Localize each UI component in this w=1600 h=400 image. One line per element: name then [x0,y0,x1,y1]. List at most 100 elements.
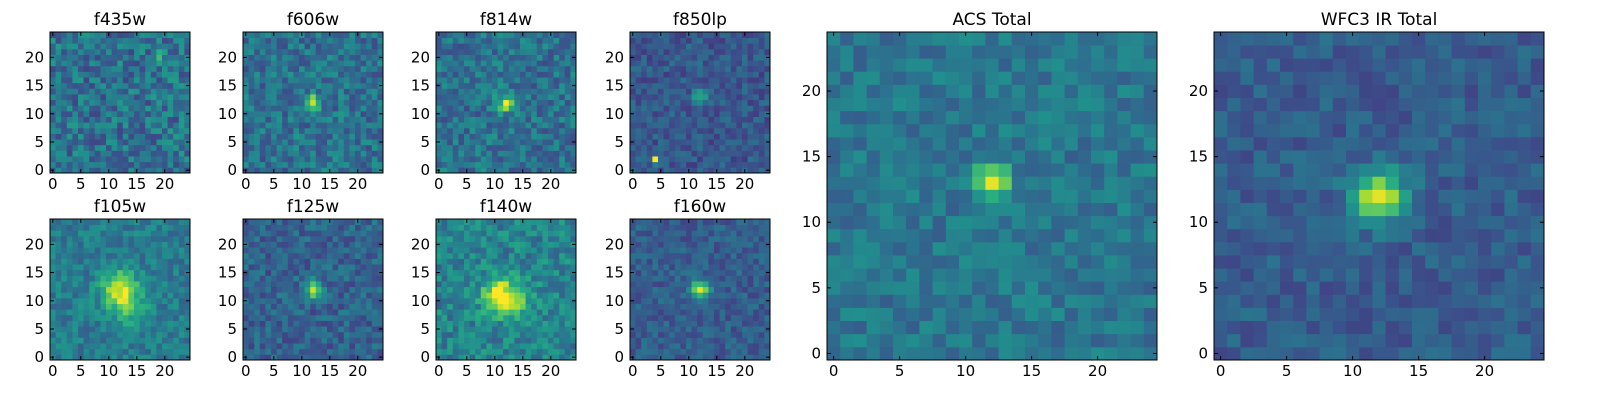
heatmap-cell [464,37,470,44]
heatmap-cell [100,43,107,50]
heatmap-cell [360,354,367,361]
heatmap-cell [338,60,345,67]
heatmap-cell [299,292,305,299]
heatmap-cell [293,161,300,168]
heatmap-cell [282,32,289,39]
heatmap-cell [139,275,146,282]
heatmap-cell [178,297,185,304]
heatmap-cell [61,43,68,50]
heatmap-cell [486,235,493,242]
heatmap-cell [293,337,300,344]
heatmap-cell [464,230,470,237]
heatmap-cell [128,348,135,355]
heatmap-cell [282,247,289,254]
heatmap-cell [327,337,333,344]
heatmap-cell [167,297,174,304]
heatmap-cell [122,127,129,134]
heatmap-cell [719,105,726,112]
heatmap-cell [531,161,538,168]
heatmap-cell [265,32,272,39]
heatmap-cell [447,133,454,140]
heatmap-cell [486,99,493,106]
heatmap-cell [299,88,305,95]
heatmap-cell [669,127,676,134]
heatmap-cell [548,275,554,282]
heatmap-cell [167,314,174,321]
heatmap-cell [480,297,487,304]
heatmap-cell [641,320,648,327]
heatmap-cell [66,343,73,350]
heatmap-cell [436,99,442,106]
heatmap-cell [536,275,543,282]
heatmap-cell [536,309,543,316]
heatmap-cell [536,241,543,248]
heatmap-cell [475,139,482,146]
heatmap-cell [492,292,498,299]
heatmap-cell [128,297,135,304]
heatmap-cell [542,314,549,321]
heatmap-cell [315,167,322,174]
heatmap-cell [714,314,720,321]
heatmap-cell [536,269,543,276]
heatmap-cell [299,275,305,282]
heatmap-cell [360,314,367,321]
heatmap-cell [464,314,470,321]
x-tick-label: 0 [48,175,58,193]
heatmap-cell [525,71,532,78]
heatmap-cell [458,348,465,355]
heatmap-cell [377,99,384,106]
heatmap-cell [714,337,720,344]
heatmap-cell [753,150,760,157]
heatmap-cell [520,48,526,55]
heatmap-cell [514,110,521,117]
heatmap-cell [658,297,664,304]
heatmap-cell [355,71,361,78]
heatmap-cell [287,252,294,259]
heatmap-cell [630,122,636,129]
heatmap-cell [663,320,670,327]
heatmap-cell [254,99,261,106]
heatmap-cell [531,343,538,350]
heatmap-cell [480,281,487,288]
heatmap-cell [366,320,373,327]
heatmap-cell [61,110,68,117]
heatmap-cell [178,82,185,89]
heatmap-cell [646,348,653,355]
heatmap-cell [570,144,577,151]
heatmap-cell [265,331,272,338]
heatmap-cell [719,65,726,72]
heatmap-cell [83,247,90,254]
heatmap-cell [72,167,79,174]
heatmap-cell [758,32,765,39]
heatmap-cell [265,269,272,276]
heatmap-cell [736,326,743,333]
heatmap-cell [134,110,140,117]
heatmap-cell [764,156,771,163]
heatmap-cell [50,144,56,151]
heatmap-cell [508,139,515,146]
heatmap-cell [265,281,272,288]
heatmap-cell [184,77,191,84]
heatmap-cell [525,133,532,140]
heatmap-cell [686,71,692,78]
heatmap-cell [72,48,79,55]
heatmap-cell [742,150,748,157]
heatmap-cell [72,354,79,361]
heatmap-cell [304,252,311,259]
heatmap-cell [299,224,305,231]
heatmap-cell [61,37,68,44]
heatmap-cell [327,105,333,112]
heatmap-cell [184,309,191,316]
y-tick-label: 5 [227,133,237,151]
heatmap-cell [78,258,84,265]
heatmap-cell [243,224,249,231]
heatmap-cell [338,48,345,55]
heatmap-cell [89,275,96,282]
heatmap-cell [173,65,180,72]
heatmap-cell [559,219,566,226]
heatmap-cell [139,286,146,293]
heatmap-cell [265,247,272,254]
heatmap-cell [669,286,676,293]
heatmap-cell [503,314,510,321]
heatmap-cell [287,82,294,89]
